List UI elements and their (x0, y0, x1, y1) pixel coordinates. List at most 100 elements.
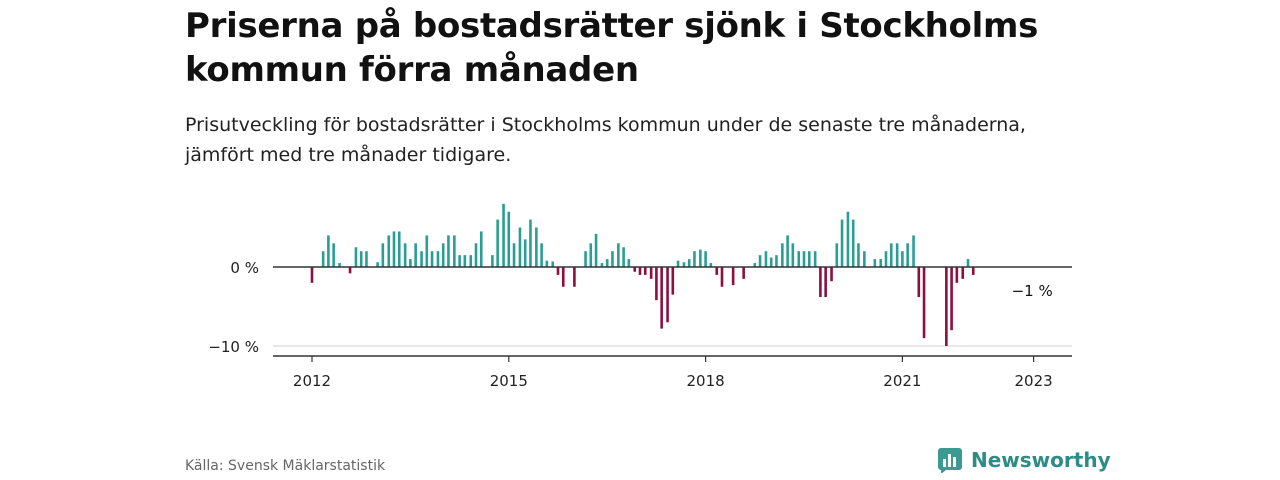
newsworthy-logo-icon (938, 448, 962, 473)
bar (830, 267, 833, 282)
bar (758, 255, 762, 267)
bar (731, 267, 735, 286)
x-tick-label: 2023 (1015, 372, 1053, 390)
bar (945, 267, 948, 346)
bar (430, 251, 434, 267)
bar (403, 243, 407, 267)
bar (846, 211, 850, 267)
x-tick-label: 2021 (883, 372, 921, 390)
bar (414, 243, 417, 267)
bar (764, 251, 768, 267)
bar (392, 231, 396, 267)
brand-name: Newsworthy (971, 448, 1111, 472)
bar (551, 261, 555, 267)
bar (441, 243, 445, 267)
bar (321, 251, 325, 267)
bar (906, 243, 909, 267)
bar (863, 251, 866, 267)
bar (873, 259, 877, 267)
bar (338, 263, 341, 267)
x-tick-label: 2012 (293, 372, 331, 390)
bar (474, 243, 478, 267)
bar (617, 243, 620, 267)
bar (879, 259, 883, 267)
bar (594, 233, 598, 267)
bar (479, 231, 483, 267)
bar (687, 259, 691, 267)
bar (961, 267, 965, 279)
bar (556, 267, 560, 275)
chart-subtitle: Prisutveckling för bostadsrätter i Stock… (185, 114, 1026, 166)
bar (666, 267, 669, 323)
chart-title: Priserna på bostadsrätter sjönk i Stockh… (185, 6, 1039, 90)
bar (310, 267, 314, 283)
y-tick-label: −10 % (208, 338, 259, 356)
bar (523, 239, 527, 267)
bar (496, 219, 499, 267)
bar (813, 251, 817, 267)
bar (605, 259, 609, 267)
source-note: Källa: Svensk Mäklarstatistik (185, 458, 386, 474)
bar (889, 243, 893, 267)
bar (693, 251, 696, 267)
bar (397, 231, 401, 267)
bar (649, 267, 653, 279)
bar (797, 251, 801, 267)
bar (922, 267, 926, 339)
bar (676, 260, 680, 267)
bar (365, 251, 368, 267)
bar (671, 267, 675, 295)
bar (420, 251, 423, 267)
bar (561, 267, 565, 287)
bar (469, 255, 473, 267)
bar (540, 243, 543, 267)
bar (901, 251, 904, 267)
bar (518, 227, 522, 267)
bar (529, 219, 532, 267)
bar (720, 267, 724, 287)
bar (425, 235, 429, 267)
bar (545, 260, 549, 267)
bar (786, 235, 789, 267)
bar (507, 211, 511, 267)
bar (840, 219, 844, 267)
bar (447, 235, 450, 267)
bar (491, 255, 494, 267)
bar (512, 243, 516, 267)
bar (535, 227, 538, 267)
x-tick-label: 2018 (687, 372, 725, 390)
bar (753, 263, 757, 267)
bar (791, 243, 795, 267)
bar (660, 267, 663, 329)
bar (884, 251, 888, 267)
bar (348, 267, 352, 274)
bar (781, 243, 784, 267)
bar-chart: 0 % −10 % 2012 2015 2018 2021 2023 −1 % (208, 203, 1072, 390)
annotation-label: −1 % (1012, 282, 1053, 300)
bar (332, 243, 335, 267)
bar (950, 267, 953, 331)
bar (354, 247, 358, 267)
bar (802, 251, 806, 267)
bar (643, 267, 647, 275)
bar (769, 257, 773, 267)
bar (409, 259, 412, 267)
bar (638, 267, 642, 275)
bar (655, 267, 658, 301)
bar (458, 255, 461, 267)
bar (835, 243, 839, 267)
bar (715, 267, 719, 275)
bar (912, 235, 915, 267)
bar (775, 255, 778, 267)
bar (463, 255, 467, 267)
bar (851, 219, 855, 267)
bar (917, 267, 921, 298)
bar (584, 251, 587, 267)
brand-logo: Newsworthy (937, 447, 1111, 473)
bar (699, 249, 702, 267)
bar (704, 251, 707, 267)
x-tick-label: 2015 (490, 372, 528, 390)
bar (622, 247, 625, 267)
bar (436, 251, 440, 267)
bar (600, 263, 604, 267)
